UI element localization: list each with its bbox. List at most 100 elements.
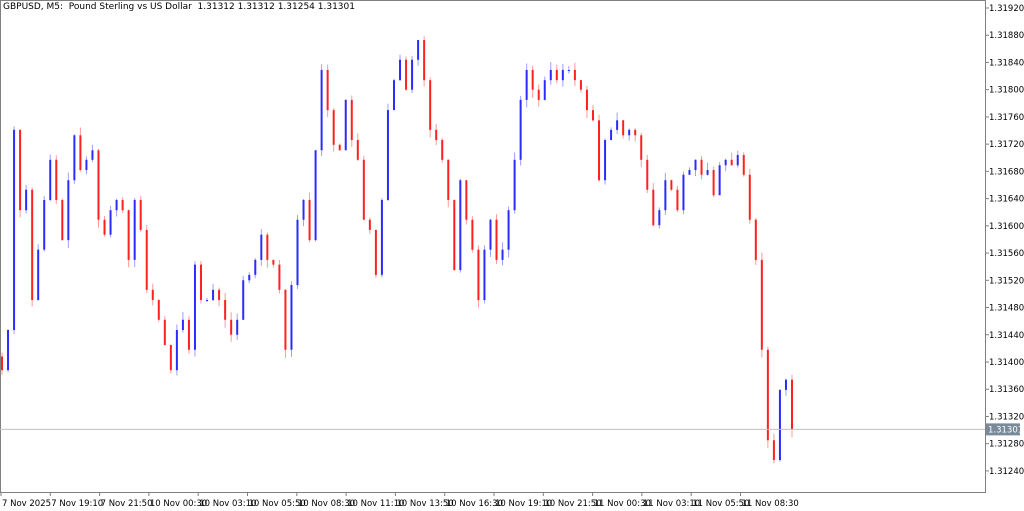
candle-body bbox=[525, 69, 528, 100]
candle-body bbox=[314, 150, 317, 241]
y-tick-label: 1.31280 bbox=[989, 440, 1024, 450]
candle-body bbox=[549, 69, 552, 81]
candle-body bbox=[604, 140, 607, 181]
x-tick-label: 7 Nov 2025 bbox=[2, 499, 51, 509]
y-tick-label: 1.31840 bbox=[989, 58, 1024, 68]
candle-body bbox=[441, 140, 444, 160]
candle-body bbox=[380, 199, 383, 275]
candle-body bbox=[1, 356, 3, 371]
candle-body bbox=[362, 159, 365, 220]
candle-body bbox=[103, 219, 106, 235]
chart-title: GBPUSD, M5: Pound Sterling vs US Dollar … bbox=[3, 2, 355, 12]
y-tick-label: 1.31480 bbox=[989, 304, 1024, 314]
candle-body bbox=[254, 259, 257, 275]
candle-body bbox=[634, 129, 637, 136]
candle-body bbox=[230, 319, 233, 335]
candle-body bbox=[212, 289, 215, 301]
y-tick-label: 1.31920 bbox=[989, 4, 1024, 14]
y-tick-label: 1.31880 bbox=[989, 31, 1024, 41]
candle-body bbox=[61, 199, 64, 241]
y-tick-label: 1.31440 bbox=[989, 331, 1024, 341]
candle-body bbox=[706, 170, 709, 175]
candle-body bbox=[236, 319, 239, 335]
x-tick-label: 10 Nov 16:30 bbox=[446, 499, 503, 509]
candle-body bbox=[664, 180, 667, 211]
y-tick-label: 1.31520 bbox=[989, 276, 1024, 286]
candle-body bbox=[622, 120, 625, 136]
x-tick-label: 10 Nov 21:50 bbox=[544, 499, 601, 509]
candle-body bbox=[139, 199, 142, 230]
candle-body bbox=[121, 199, 124, 211]
candle-body bbox=[13, 129, 16, 330]
candle-body bbox=[296, 219, 299, 286]
candle-body bbox=[115, 199, 118, 211]
candle-body bbox=[350, 99, 353, 141]
x-tick-label: 10 Nov 03:10 bbox=[199, 499, 256, 509]
candle-body bbox=[447, 159, 450, 200]
candle-body bbox=[151, 289, 154, 301]
candle-body bbox=[284, 289, 287, 350]
candle-body bbox=[278, 264, 281, 290]
candle-body bbox=[411, 59, 414, 90]
candle-body bbox=[591, 110, 594, 121]
candle-body bbox=[19, 129, 22, 211]
candle-body bbox=[459, 180, 462, 271]
candle-body bbox=[55, 159, 58, 200]
candle-body bbox=[519, 99, 522, 160]
current-price-label: 1.31301 bbox=[988, 425, 1023, 435]
candle-body bbox=[97, 150, 100, 220]
candle-body bbox=[628, 129, 631, 136]
candle-body bbox=[224, 300, 227, 320]
candle-body bbox=[175, 329, 178, 371]
candle-body bbox=[163, 319, 166, 345]
candle-body bbox=[772, 440, 775, 461]
candle-body bbox=[85, 159, 88, 171]
candle-body bbox=[501, 249, 504, 260]
candle-body bbox=[356, 140, 359, 160]
candle-body bbox=[368, 219, 371, 230]
candle-body bbox=[760, 259, 763, 350]
candle-body bbox=[736, 155, 739, 166]
candle-body bbox=[682, 174, 685, 211]
y-tick-label: 1.31680 bbox=[989, 167, 1024, 177]
candle-body bbox=[712, 170, 715, 196]
x-tick-label: 7 Nov 19:10 bbox=[51, 499, 103, 509]
candle-body bbox=[109, 210, 112, 235]
candle-body bbox=[658, 210, 661, 226]
candle-body bbox=[748, 174, 751, 220]
candle-body bbox=[405, 59, 408, 90]
x-tick-label: 11 Nov 05:50 bbox=[692, 499, 749, 509]
candle-body bbox=[585, 89, 588, 111]
candle-body bbox=[513, 159, 516, 211]
y-tick-label: 1.31560 bbox=[989, 249, 1024, 259]
candle-body bbox=[31, 189, 34, 301]
candle-body bbox=[181, 319, 184, 330]
candle-body bbox=[652, 189, 655, 226]
y-tick-label: 1.31600 bbox=[989, 222, 1024, 232]
y-tick-label: 1.31320 bbox=[989, 412, 1024, 422]
candle-body bbox=[616, 120, 619, 130]
candle-body bbox=[567, 69, 570, 71]
y-tick-label: 1.31400 bbox=[989, 358, 1024, 368]
candle-body bbox=[386, 110, 389, 200]
candle-body bbox=[290, 285, 293, 350]
y-tick-label: 1.31240 bbox=[989, 467, 1024, 477]
candle-body bbox=[718, 165, 721, 196]
x-tick-label: 10 Nov 13:50 bbox=[396, 499, 453, 509]
candle-body bbox=[326, 69, 329, 111]
y-tick-label: 1.31800 bbox=[989, 86, 1024, 96]
plot-frame bbox=[0, 0, 986, 493]
candle-body bbox=[218, 289, 221, 301]
candle-body bbox=[784, 379, 787, 390]
candle-body bbox=[694, 159, 697, 171]
candle-body bbox=[579, 80, 582, 90]
candle-body bbox=[200, 264, 203, 301]
x-tick-label: 10 Nov 00:30 bbox=[150, 499, 207, 509]
y-tick-label: 1.31760 bbox=[989, 113, 1024, 123]
candle-body bbox=[302, 199, 305, 220]
candle-body bbox=[73, 135, 76, 181]
candle-body bbox=[187, 319, 190, 350]
x-tick-label: 11 Nov 00:30 bbox=[594, 499, 651, 509]
candle-body bbox=[7, 329, 10, 371]
